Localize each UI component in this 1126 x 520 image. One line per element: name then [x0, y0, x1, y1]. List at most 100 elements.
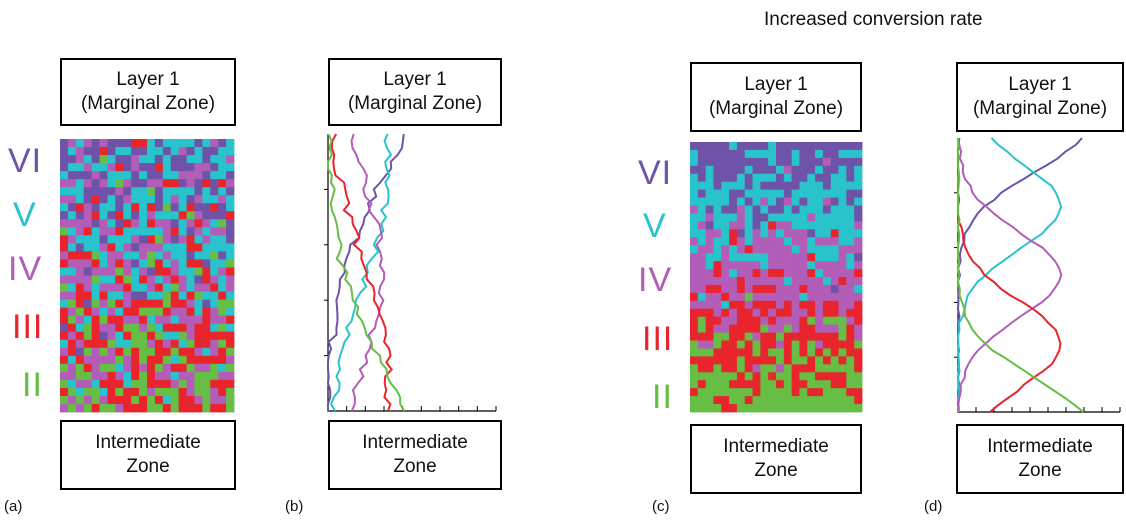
grid-cell [91, 315, 100, 325]
grid-cell [60, 387, 69, 397]
grid-cell [752, 292, 761, 302]
grid-cell [729, 165, 738, 175]
grid-cell [799, 277, 808, 286]
grid-cell [60, 195, 69, 204]
grid-cell [131, 163, 140, 172]
grid-cell [131, 187, 140, 196]
grid-cell [202, 379, 211, 389]
grid-cell [154, 283, 164, 292]
grid-cell [846, 237, 855, 246]
grid-cell [799, 149, 808, 159]
grid-cell [60, 291, 69, 300]
grid-cell [815, 340, 824, 349]
grid-cell [139, 315, 148, 325]
grid-cell [131, 387, 140, 397]
grid-cell [736, 253, 746, 262]
grid-cell [822, 277, 832, 286]
grid-cell [830, 277, 839, 286]
grid-cell [854, 253, 863, 262]
grid-cell [791, 340, 800, 349]
grid-cell [799, 173, 808, 183]
grid-cell [107, 259, 116, 268]
grid-cell [705, 253, 714, 262]
grid-cell [75, 387, 85, 397]
grid-cell [721, 388, 730, 397]
grid-cell [815, 253, 824, 262]
grid-cell [736, 229, 746, 238]
box-line-2: Zone [1018, 460, 1062, 481]
grid-cell [713, 213, 722, 222]
grid-cell [697, 165, 707, 175]
grid-cell [194, 259, 203, 268]
grid-cell [783, 269, 793, 278]
grid-cell [147, 371, 156, 381]
grid-cell [822, 245, 832, 254]
grid-cell [697, 380, 707, 389]
grid-cell [194, 163, 203, 172]
grid-cell [218, 275, 227, 284]
grid-cell [822, 364, 832, 373]
grid-cell [760, 348, 769, 357]
grid-cell [768, 197, 777, 206]
grid-cell [75, 251, 85, 260]
grid-cell [752, 269, 761, 278]
grid-cell [799, 221, 808, 230]
grid-cell [815, 237, 824, 246]
grid-cell [721, 284, 730, 294]
panel-label-d: (d) [924, 498, 943, 515]
grid-cell [91, 363, 100, 373]
grid-cell [697, 340, 707, 349]
grid-cell [60, 219, 69, 228]
grid-cell [170, 395, 180, 405]
grid-cell [210, 363, 219, 373]
grid-cell [736, 173, 746, 183]
grid-cell [744, 380, 753, 389]
grid-cell [705, 372, 714, 381]
grid-cell [815, 404, 824, 413]
grid-cell [218, 363, 227, 373]
grid-cell [178, 291, 187, 300]
grid-cell [139, 227, 148, 236]
grid-cell [147, 171, 156, 180]
grid-cell [729, 388, 738, 397]
grid-cell [690, 284, 699, 294]
grid-cell [147, 307, 156, 317]
grid-cell [822, 372, 832, 381]
grid-cell [729, 404, 738, 413]
grid-cell [178, 187, 187, 196]
grid-cell [721, 340, 730, 349]
grid-cell [178, 339, 187, 349]
grid-cell [752, 237, 761, 246]
grid-cell [60, 363, 69, 373]
grid-cell [131, 395, 140, 405]
grid-cell [713, 205, 722, 214]
grid-cell [791, 245, 800, 254]
grid-cell [768, 189, 777, 198]
grid-cell [760, 404, 769, 413]
box-line-1: Layer 1 [383, 69, 447, 90]
grid-cell [791, 237, 800, 246]
grid-cell [830, 404, 839, 413]
grid-cell [91, 371, 100, 381]
grid-cell [697, 348, 707, 357]
grid-cell [713, 197, 722, 206]
marginal-zone-box-c: Layer 1 (Marginal Zone) [690, 62, 862, 132]
layer-profile-line [330, 133, 394, 412]
grid-cell [822, 316, 832, 326]
grid-cell [854, 142, 863, 151]
grid-cell [690, 308, 699, 318]
grid-cell [210, 163, 219, 172]
grid-cell [75, 283, 85, 292]
grid-cell [752, 197, 761, 206]
grid-cell [123, 219, 132, 228]
grid-cell [846, 142, 855, 151]
grid-cell [736, 269, 746, 278]
grid-cell [226, 355, 235, 365]
grid-cell [776, 165, 785, 175]
grid-cell [162, 339, 172, 349]
grid-cell [91, 251, 100, 260]
grid-cell [99, 203, 108, 212]
grid-cell [170, 387, 180, 397]
grid-cell [822, 348, 832, 357]
grid-cell [822, 356, 832, 365]
